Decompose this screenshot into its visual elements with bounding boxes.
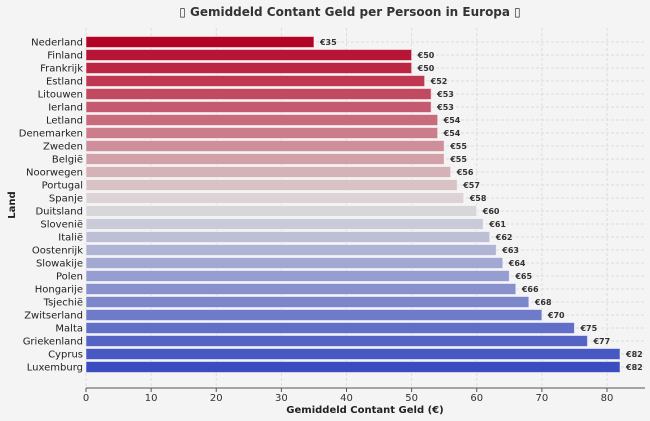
bar-litouwen <box>85 88 432 100</box>
y-tick-label: Luxemburg <box>27 363 83 374</box>
y-tick-label: Polen <box>56 272 83 283</box>
data-label: €55 <box>449 142 467 151</box>
y-tick-label: Cyprus <box>48 350 83 361</box>
data-label: €58 <box>469 194 487 203</box>
x-tick-label: 80 <box>601 393 614 404</box>
bar-nederland <box>85 36 315 48</box>
y-tick-label: Zweden <box>43 142 83 153</box>
y-tick-label: Spanje <box>49 194 83 205</box>
x-ticks: 0 10 20 30 40 50 60 70 80 <box>83 388 614 404</box>
y-tick-label: Duitsland <box>35 207 83 218</box>
data-label: €77 <box>592 337 610 346</box>
y-tick-label: Slowakije <box>36 259 83 270</box>
data-label: €50 <box>417 64 435 73</box>
bar-zweden <box>85 140 445 152</box>
y-tick-label: Tsjechië <box>43 298 83 309</box>
data-label: €64 <box>508 259 526 268</box>
x-axis-label: Gemiddeld Contant Geld (€) <box>286 405 443 416</box>
data-label: €35 <box>319 38 337 47</box>
data-label: €62 <box>495 233 513 242</box>
y-tick-label: België <box>52 155 83 166</box>
y-tick-label: Nederland <box>31 38 83 49</box>
data-label: €53 <box>436 103 454 112</box>
bar-polen <box>85 270 510 282</box>
x-tick-label: 0 <box>83 393 89 404</box>
data-label: €55 <box>449 155 467 164</box>
y-tick-label: Portugal <box>42 181 83 192</box>
bar-luxemburg <box>85 361 621 373</box>
y-tick-label: Estland <box>46 77 83 88</box>
x-tick-label: 70 <box>536 393 549 404</box>
data-label: €50 <box>417 51 435 60</box>
data-label: €54 <box>443 129 461 138</box>
y-tick-label: Zwitserland <box>24 311 83 322</box>
bar-tsjechië <box>85 296 530 308</box>
data-label: €82 <box>625 350 643 359</box>
bar-slowakije <box>85 257 504 269</box>
y-tick-label: Italië <box>58 233 83 244</box>
x-tick-label: 40 <box>340 393 353 404</box>
y-axis-label: Land <box>7 191 18 218</box>
data-label: €60 <box>482 207 500 216</box>
bar-portugal <box>85 179 458 191</box>
bar-slovenië <box>85 218 484 230</box>
y-tick-label: Denemarken <box>19 129 83 140</box>
data-label: €57 <box>462 181 480 190</box>
bar-griekenland <box>85 335 588 347</box>
data-labels: €35 €50 €50 €52 €53 €53 €54 €54 €55 €55 €56 €57 €58 €… <box>319 38 643 372</box>
y-tick-label: Litouwen <box>38 90 83 101</box>
y-tick-label: Frankrijk <box>40 64 83 75</box>
data-label: €54 <box>443 116 461 125</box>
y-tick-label: Oostenrijk <box>32 246 83 257</box>
data-label: €63 <box>501 246 519 255</box>
data-label: €82 <box>625 363 643 372</box>
data-label: €68 <box>534 298 552 307</box>
bar-frankrijk <box>85 62 413 74</box>
data-label: €56 <box>456 168 474 177</box>
data-label: €52 <box>430 77 448 86</box>
bars <box>85 36 621 373</box>
y-tick-label: Malta <box>55 324 83 335</box>
chart-title: ▯ Gemiddeld Contant Geld per Persoon in … <box>179 5 521 19</box>
bar-italië <box>85 231 491 243</box>
y-tick-label: Hongarije <box>35 285 83 296</box>
data-label: €75 <box>579 324 597 333</box>
bar-cyprus <box>85 348 621 360</box>
y-tick-labels: Nederland Finland Frankrijk Estland Litouwen… <box>19 38 83 374</box>
bar-letland <box>85 114 439 126</box>
y-tick-label: Slovenië <box>40 220 83 231</box>
x-tick-label: 20 <box>210 393 223 404</box>
x-tick-label: 50 <box>405 393 418 404</box>
y-tick-label: Griekenland <box>23 337 83 348</box>
bar-estland <box>85 75 426 87</box>
y-tick-label: Finland <box>47 51 83 62</box>
bar-oostenrijk <box>85 244 497 256</box>
bar-ierland <box>85 101 432 113</box>
bar-finland <box>85 49 413 61</box>
y-tick-label: Noorwegen <box>26 168 83 179</box>
data-label: €53 <box>436 90 454 99</box>
bar-malta <box>85 322 575 334</box>
y-tick-label: Letland <box>46 116 83 127</box>
x-tick-label: 30 <box>275 393 288 404</box>
x-tick-label: 10 <box>145 393 158 404</box>
bar-zwitserland <box>85 309 543 321</box>
bar-duitsland <box>85 205 478 217</box>
data-label: €70 <box>547 311 565 320</box>
bar-hongarije <box>85 283 517 295</box>
x-tick-label: 60 <box>470 393 483 404</box>
y-tick-label: Ierland <box>48 103 83 114</box>
bar-belgië <box>85 153 445 165</box>
data-label: €61 <box>488 220 506 229</box>
bar-spanje <box>85 192 465 204</box>
bar-noorwegen <box>85 166 452 178</box>
data-label: €66 <box>521 285 539 294</box>
bar-denemarken <box>85 127 439 139</box>
data-label: €65 <box>514 272 532 281</box>
